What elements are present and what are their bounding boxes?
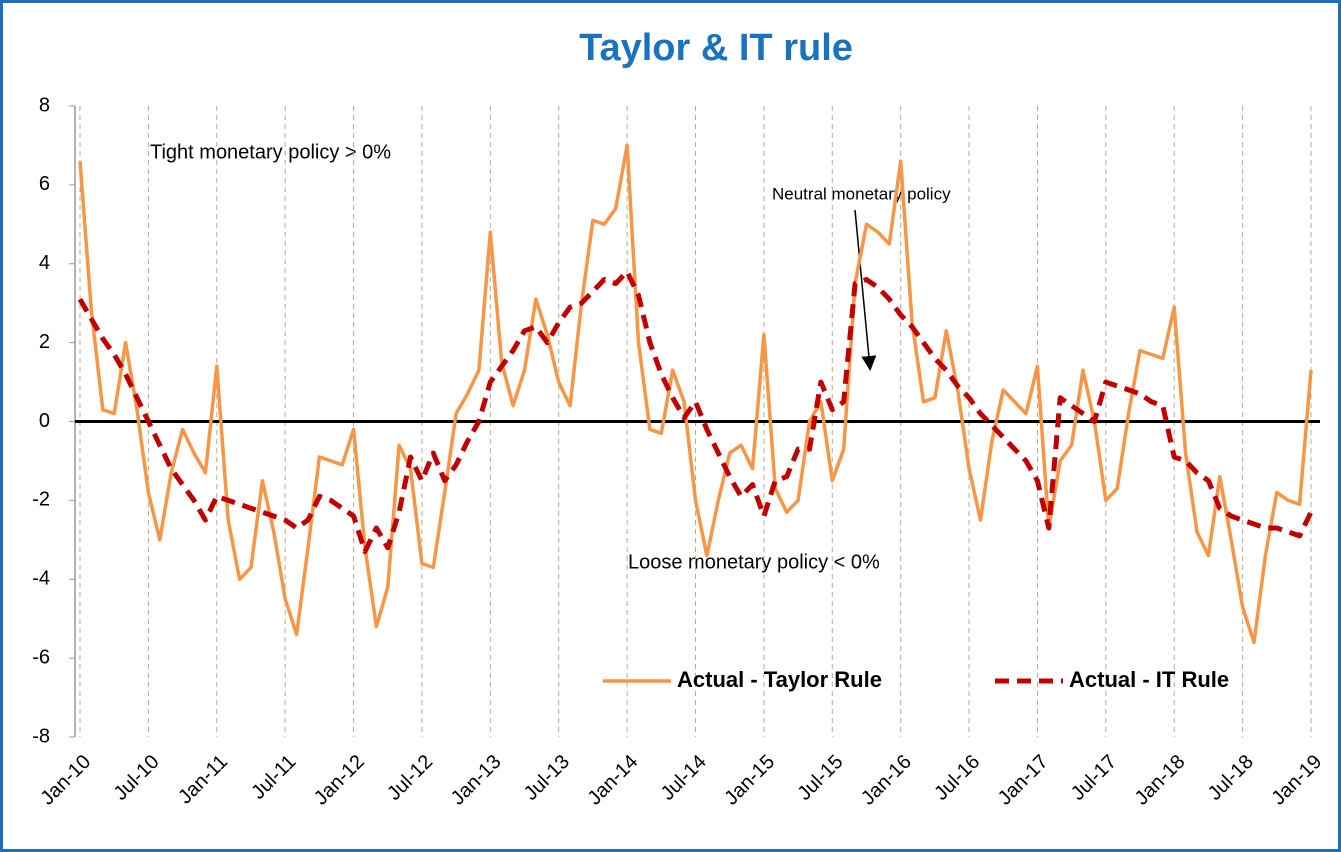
- y-tick-label: -6: [32, 646, 50, 668]
- y-tick-label: 6: [39, 173, 50, 195]
- y-tick-label: -4: [32, 568, 50, 590]
- annotation: Neutral monetary policy: [772, 184, 951, 203]
- legend-label: Actual - IT Rule: [1069, 667, 1229, 692]
- annotation-arrow: [854, 209, 877, 371]
- series-line: [77, 269, 1314, 555]
- y-tick-label: 2: [39, 331, 50, 353]
- series-line: [78, 143, 1313, 645]
- annotation: Tight monetary policy > 0%: [150, 141, 391, 163]
- y-tick-label: 4: [39, 252, 50, 274]
- annotation: Loose monetary policy < 0%: [628, 551, 880, 573]
- y-tick-label: 8: [39, 94, 50, 116]
- legend-label: Actual - Taylor Rule: [677, 667, 882, 692]
- y-tick-label: -8: [32, 725, 50, 747]
- chart-title: Taylor & IT rule: [579, 27, 853, 69]
- y-tick-label: -2: [32, 489, 50, 511]
- y-tick-label: 0: [39, 410, 50, 432]
